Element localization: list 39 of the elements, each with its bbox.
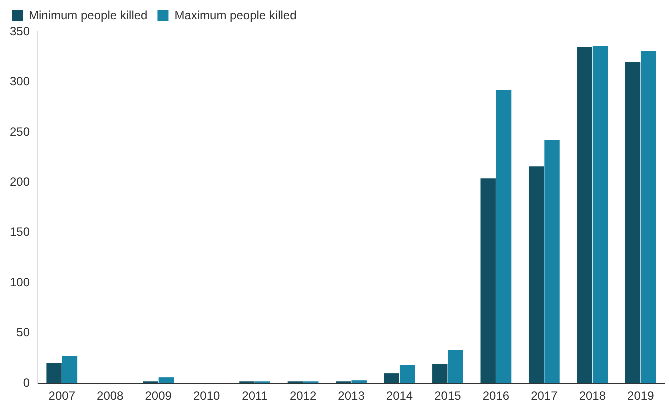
x-tick-label: 2011 xyxy=(242,389,268,404)
bar xyxy=(496,90,512,384)
x-tick-label: 2016 xyxy=(482,389,510,404)
y-tick-label: 350 xyxy=(10,24,30,38)
y-tick-label: 100 xyxy=(10,275,30,290)
x-tick-label: 2017 xyxy=(531,389,558,404)
bar xyxy=(528,166,544,384)
bar xyxy=(400,366,416,384)
legend-label: Maximum people killed xyxy=(174,8,297,22)
bar xyxy=(432,364,448,384)
y-tick-label: 250 xyxy=(10,124,30,139)
bar xyxy=(158,378,174,384)
y-tick-label: 150 xyxy=(10,225,30,240)
x-tick-label: 2009 xyxy=(145,389,172,404)
bar xyxy=(384,374,400,384)
bar xyxy=(480,178,496,384)
x-tick-label: 2015 xyxy=(434,389,462,404)
x-tick-label: 2008 xyxy=(97,389,124,404)
x-tick-label: 2013 xyxy=(338,389,366,404)
x-tick-label: 2014 xyxy=(386,389,414,404)
bar xyxy=(544,140,560,384)
x-tick-label: 2018 xyxy=(579,389,606,404)
y-tick-label: 50 xyxy=(16,326,30,340)
bar xyxy=(577,47,592,384)
y-tick-label: 200 xyxy=(10,175,30,189)
x-tick-label: 2007 xyxy=(48,389,76,404)
legend-label: Minimum people killed xyxy=(29,8,148,22)
x-tick-label: 2012 xyxy=(290,389,317,404)
bar xyxy=(46,364,62,384)
y-tick-label: 300 xyxy=(10,74,30,89)
bar xyxy=(625,62,641,384)
y-tick-label: 0 xyxy=(23,376,30,390)
x-tick-label: 2010 xyxy=(193,389,220,404)
bar xyxy=(352,380,367,384)
bar xyxy=(592,46,608,384)
x-tick-label: 2019 xyxy=(628,389,655,404)
bar xyxy=(62,356,78,384)
bar xyxy=(641,51,656,384)
bar xyxy=(448,350,464,384)
